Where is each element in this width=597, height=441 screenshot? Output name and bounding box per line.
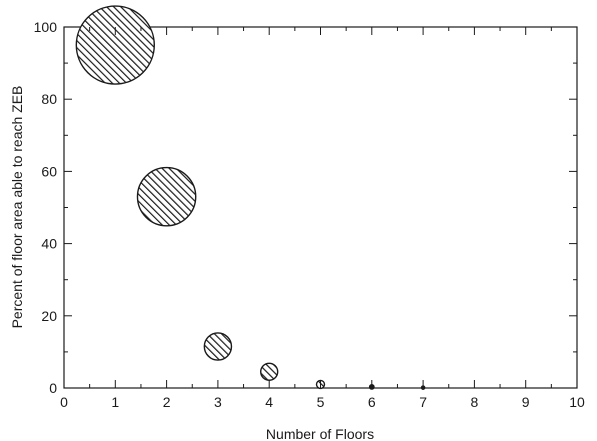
y-tick-label: 40 <box>41 236 57 252</box>
x-tick-label: 7 <box>419 394 427 410</box>
y-tick-label: 20 <box>41 308 57 324</box>
x-tick-label: 3 <box>214 394 222 410</box>
y-tick-label: 0 <box>49 380 57 396</box>
x-tick-label: 4 <box>265 394 273 410</box>
data-points <box>75 5 426 390</box>
x-axis-title: Number of Floors <box>266 426 374 441</box>
data-point <box>75 5 155 85</box>
y-axis: 0 20 40 60 80 100 <box>34 19 577 396</box>
y-tick-label: 60 <box>41 163 57 179</box>
y-tick-label: 100 <box>34 19 58 35</box>
data-point <box>203 332 233 361</box>
y-axis-title: Percent of floor area able to reach ZEB <box>9 86 25 329</box>
data-point <box>260 362 279 381</box>
x-tick-label: 1 <box>111 394 119 410</box>
x-tick-label: 9 <box>522 394 530 410</box>
x-tick-label: 5 <box>317 394 325 410</box>
x-tick-label: 10 <box>569 394 585 410</box>
x-tick-label: 0 <box>60 394 68 410</box>
y-tick-label: 80 <box>41 91 57 107</box>
x-tick-label: 8 <box>471 394 479 410</box>
x-tick-label: 2 <box>163 394 171 410</box>
x-tick-label: 6 <box>368 394 376 410</box>
data-point <box>136 166 197 227</box>
x-axis: 0 1 2 3 4 5 6 7 8 9 10 <box>60 27 585 410</box>
